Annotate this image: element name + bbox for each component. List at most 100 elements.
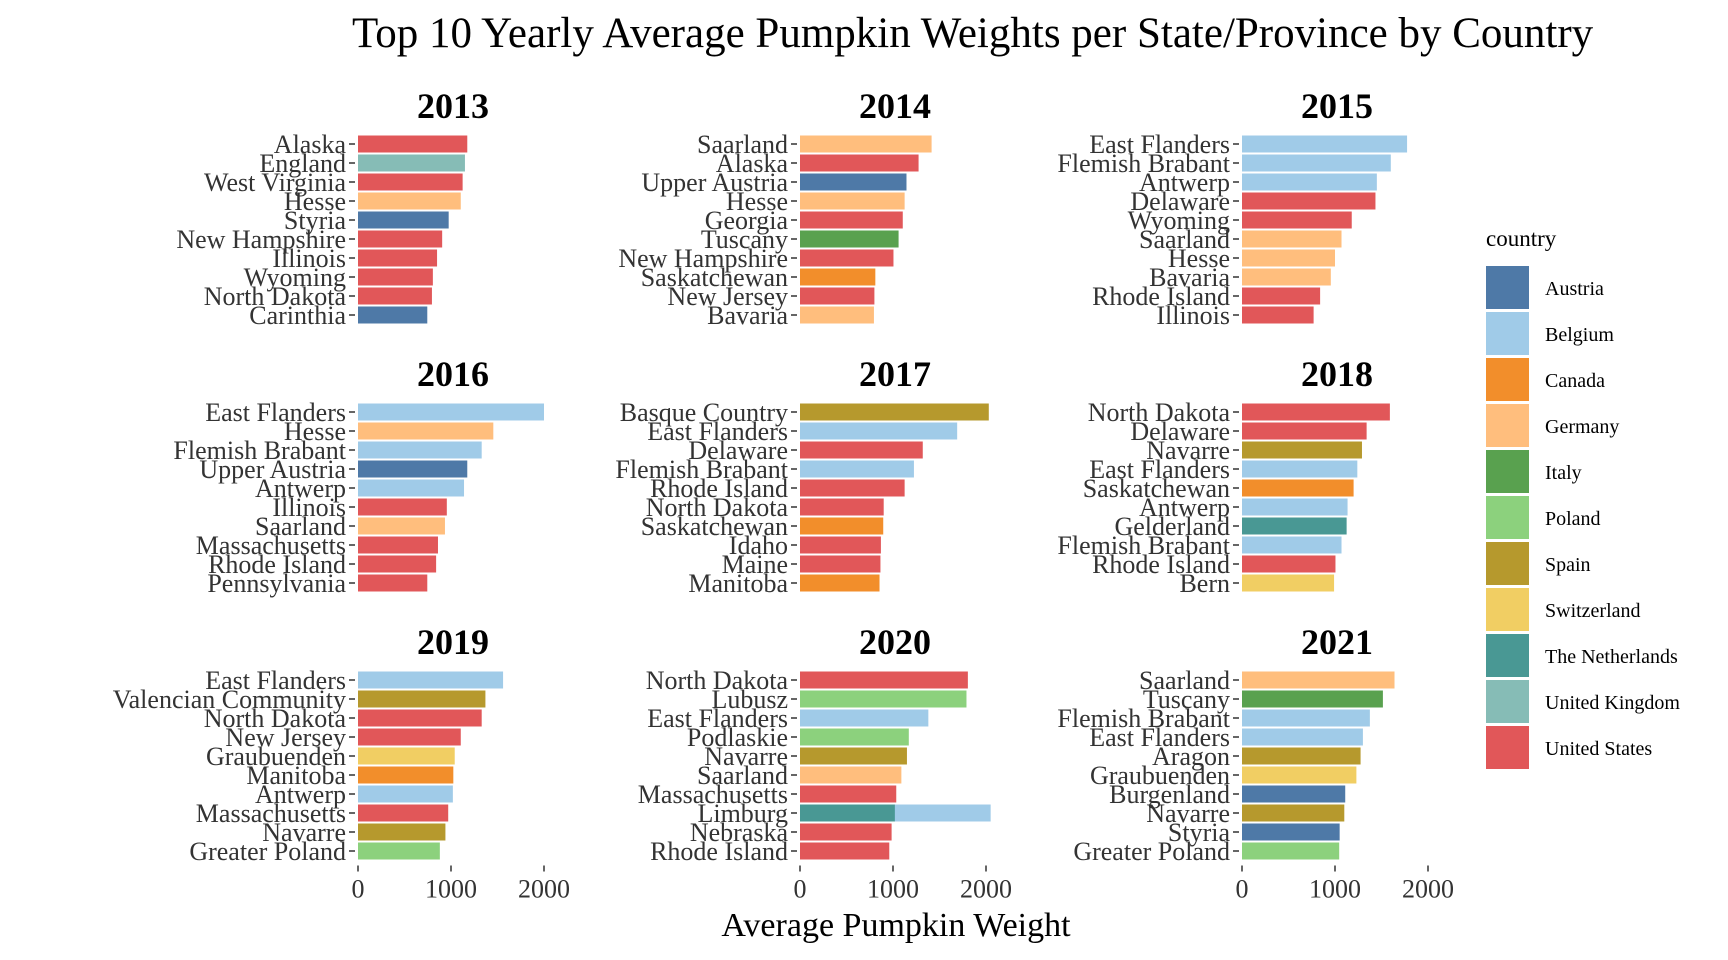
panel-title: 2017 [859, 354, 931, 394]
category-label: Wyoming [1128, 206, 1230, 235]
x-tick-label: 1000 [1309, 875, 1361, 904]
legend-swatch [1486, 588, 1529, 631]
bar [800, 230, 899, 248]
bar [800, 479, 905, 497]
legend-label: Canada [1545, 370, 1605, 392]
category-label: Massachusetts [196, 531, 346, 560]
category-label: Georgia [705, 206, 789, 235]
category-label: Flemish Brabant [1057, 704, 1230, 733]
bar [800, 173, 907, 191]
bar [1242, 422, 1367, 440]
category-label: Bavaria [1149, 263, 1230, 292]
bar [358, 690, 486, 708]
bar [358, 517, 445, 535]
category-label: East Flanders [1089, 455, 1230, 484]
bar [800, 268, 876, 286]
bar [358, 192, 461, 210]
legend-swatch [1486, 726, 1529, 769]
category-label: Tuscany [701, 225, 788, 254]
bar [800, 766, 902, 784]
bar [1242, 574, 1335, 592]
category-label: Saarland [697, 130, 788, 159]
bar [1242, 249, 1335, 267]
category-label: East Flanders [205, 666, 346, 695]
category-label: East Flanders [1089, 723, 1230, 752]
category-label: Rhode Island [1092, 282, 1230, 311]
bar [1242, 498, 1348, 516]
x-axis-title: Average Pumpkin Weight [721, 907, 1071, 944]
category-label: Saskatchewan [1083, 474, 1230, 503]
legend-swatch [1486, 450, 1529, 493]
panel-title: 2015 [1301, 86, 1373, 126]
bar [1242, 709, 1370, 727]
category-label: Styria [284, 206, 347, 235]
category-label: Delaware [1130, 187, 1230, 216]
legend-swatch [1486, 680, 1529, 723]
category-label: Antwerp [1139, 168, 1230, 197]
category-label: Greater Poland [1073, 837, 1230, 866]
bar [800, 306, 874, 324]
category-label: North Dakota [204, 704, 347, 733]
category-label: Saarland [697, 761, 788, 790]
bar [800, 422, 958, 440]
panel-title: 2021 [1301, 622, 1373, 662]
bar [1242, 403, 1390, 421]
bar [1242, 823, 1340, 841]
legend-items: Austria Belgium Canada Germany Italy Poland Sp… [1486, 266, 1680, 769]
bar [358, 479, 465, 497]
category-label: North Dakota [646, 493, 789, 522]
bar [800, 555, 881, 573]
bar [1242, 555, 1336, 573]
category-label: East Flanders [647, 417, 788, 446]
x-tick-label: 2000 [518, 875, 570, 904]
category-label: North Dakota [204, 282, 347, 311]
bar [358, 498, 447, 516]
bar [358, 536, 438, 554]
category-label: Bavaria [707, 301, 788, 330]
legend-title: country [1486, 226, 1557, 251]
bar [1242, 804, 1345, 822]
category-label: West Virginia [204, 168, 346, 197]
bar [800, 747, 907, 765]
category-label: Maine [722, 550, 788, 579]
x-tick-label: 0 [352, 875, 365, 904]
category-label: Illinois [272, 244, 346, 273]
bar [358, 287, 432, 305]
bar [1242, 747, 1361, 765]
category-label: Saarland [255, 512, 346, 541]
bar [800, 842, 890, 860]
category-label: Navarre [1146, 799, 1230, 828]
category-label: England [259, 149, 346, 178]
bar [358, 230, 443, 248]
bar [1242, 268, 1331, 286]
category-label: Hesse [726, 187, 788, 216]
bar [800, 690, 967, 708]
bar [800, 287, 875, 305]
legend-label: Poland [1545, 508, 1601, 530]
category-label: New Hampshire [618, 244, 788, 273]
bar [800, 709, 929, 727]
category-label: Navarre [704, 742, 788, 771]
category-label: Saskatchewan [641, 263, 788, 292]
bar [358, 403, 544, 421]
category-label: Valencian Community [113, 685, 346, 714]
legend-label: United States [1545, 738, 1652, 760]
bar [800, 671, 968, 689]
legend-label: Spain [1545, 554, 1591, 576]
bar [358, 249, 438, 267]
category-label: Rhode Island [650, 837, 788, 866]
bar [358, 766, 454, 784]
category-label: East Flanders [205, 398, 346, 427]
x-tick-label: 1000 [425, 875, 477, 904]
category-label: New Hampshire [176, 225, 346, 254]
bar [800, 403, 989, 421]
category-label: Massachusetts [196, 799, 346, 828]
category-label: Alaska [716, 149, 789, 178]
category-label: Tuscany [1143, 685, 1230, 714]
category-label: Styria [1168, 818, 1231, 847]
category-label: Saarland [1139, 225, 1230, 254]
bar [358, 785, 453, 803]
